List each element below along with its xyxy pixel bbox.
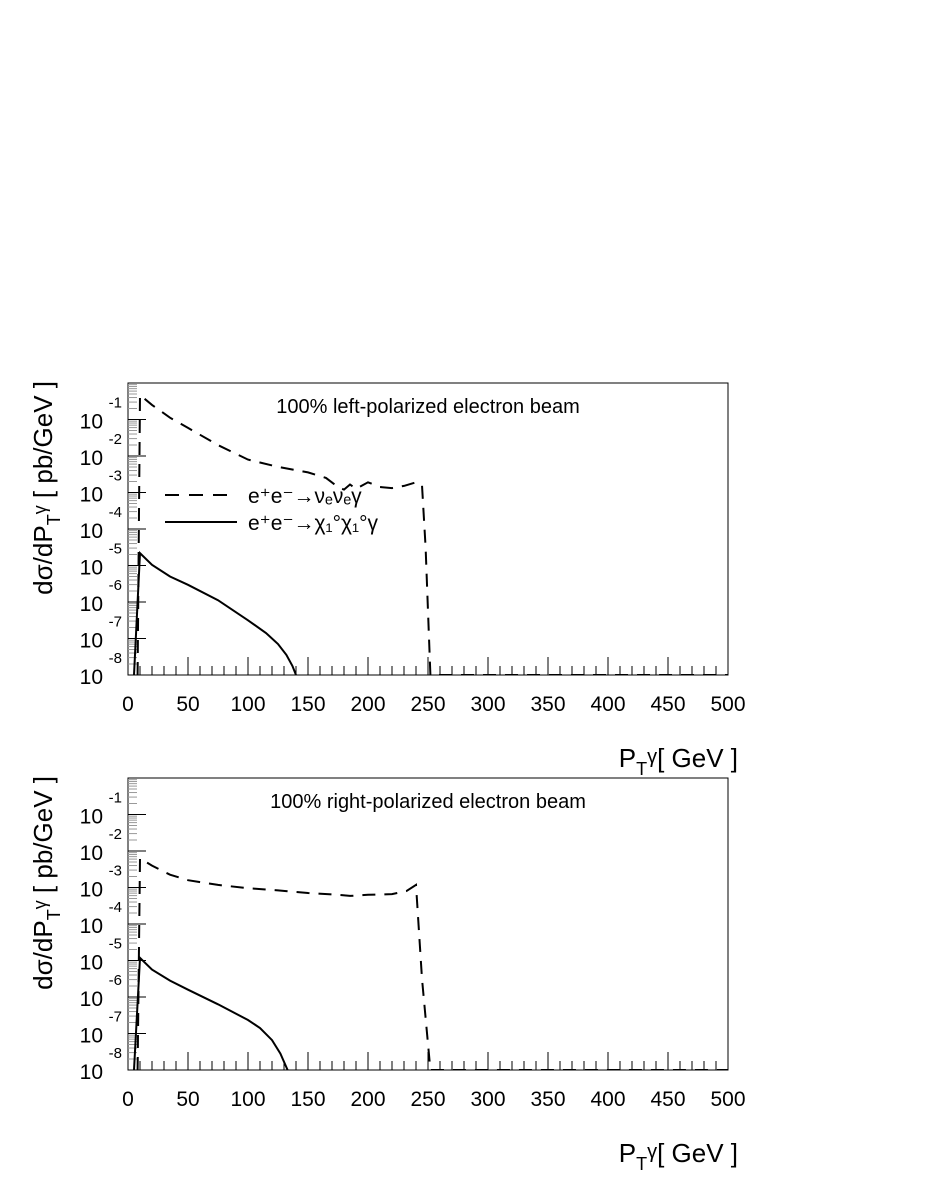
y-tick-label-exponent: -2 [109,431,122,448]
x-tick-label: 150 [290,693,325,716]
x-tick-label: 450 [650,1088,685,1111]
y-tick-label-base: 10 [80,952,103,975]
x-tick-label: 50 [176,1088,199,1111]
y-axis-label-unit: [ pb/GeV ] [28,381,58,505]
x-axis-label-sub: T [636,759,647,779]
x-tick-label: 100 [230,693,265,716]
x-axis-label-main: P [619,1138,636,1168]
x-tick-label: 350 [530,1088,565,1111]
y-tick-label-base: 10 [80,557,103,580]
x-tick-label: 300 [470,1088,505,1111]
x-tick-label: 450 [650,693,685,716]
y-axis-label-sup: γ [30,505,50,514]
y-axis-label: dσ/dPTγ [ pb/GeV ] [28,776,64,990]
y-tick-label-exponent: -5 [109,541,122,558]
x-tick-label: 250 [410,693,445,716]
series-line-nu-nu-gamma [136,856,728,1070]
x-tick-label: 0 [122,693,134,716]
y-tick-label-base: 10 [80,630,103,653]
x-tick-label: 500 [710,1088,745,1111]
x-tick-label: 150 [290,1088,325,1111]
chart-title: 100% left-polarized electron beam [276,396,580,418]
x-tick-label: 300 [470,693,505,716]
x-axis-label-unit: [ GeV ] [657,743,738,773]
x-tick-label: 250 [410,1088,445,1111]
y-tick-label-exponent: -7 [109,1009,122,1026]
y-tick-label-base: 10 [80,915,103,938]
y-axis-label-sup: γ [30,900,50,909]
legend-label: e⁺e⁻→νₑνₑγ [248,485,362,508]
y-tick-label-exponent: -8 [109,650,122,667]
x-axis-label-main: P [619,743,636,773]
y-tick-label-exponent: -1 [109,395,122,412]
y-axis-label-main: dσ/dP [28,525,58,595]
plot-frame [127,777,729,1071]
y-tick-label-exponent: -6 [109,577,122,594]
series-line-neutralino-gamma [133,550,297,675]
x-axis-label-sup: γ [647,1141,657,1163]
y-axis-label-sub: T [44,514,64,525]
y-tick-label-exponent: -3 [109,863,122,880]
x-tick-label: 200 [350,1088,385,1111]
series-line-nu-nu-gamma [136,392,728,675]
x-tick-label: 350 [530,693,565,716]
y-tick-label-exponent: -3 [109,468,122,485]
y-tick-label-exponent: -5 [109,936,122,953]
y-tick-label-base: 10 [80,806,103,829]
x-tick-label: 50 [176,693,199,716]
legend-label: e⁺e⁻→χ₁°χ₁°γ [248,512,379,535]
x-axis-label-sub: T [636,1154,647,1174]
x-axis-label: PTγ[ GeV ] [619,743,738,779]
y-tick-label-base: 10 [80,842,103,865]
y-tick-label-base: 10 [80,520,103,543]
x-axis-label-unit: [ GeV ] [657,1138,738,1168]
x-tick-label: 0 [122,1088,134,1111]
y-tick-label-exponent: -7 [109,614,122,631]
y-tick-label-exponent: -8 [109,1045,122,1062]
y-axis-label-main: dσ/dP [28,920,58,990]
y-tick-label-exponent: -6 [109,972,122,989]
y-axis-label: dσ/dPTγ [ pb/GeV ] [28,381,64,595]
chart-panel-1: 0 50 100 150 200 250 300 350 400 450 500 10 -1 10 -2 10… [28,381,746,779]
y-tick-label-exponent: -1 [109,790,122,807]
y-tick-label-base: 10 [80,988,103,1011]
y-tick-label-base: 10 [80,411,103,434]
y-tick-label-base: 10 [80,1025,103,1048]
y-tick-label-base: 10 [80,593,103,616]
x-axis-label-sup: γ [647,746,657,768]
y-tick-label-exponent: -4 [109,504,122,521]
y-tick-label-base: 10 [80,447,103,470]
y-axis-label-sub: T [44,909,64,920]
y-tick-label-base: 10 [80,879,103,902]
chart-panel-2: 0 50 100 150 200 250 300 350 400 450 500 10 -1 10 -2 10… [28,776,746,1174]
series-line-neutralino-gamma [133,955,289,1070]
y-axis-label-unit: [ pb/GeV ] [28,776,58,900]
x-tick-label: 400 [590,693,625,716]
x-tick-label: 100 [230,1088,265,1111]
y-tick-label-base: 10 [80,484,103,507]
y-tick-label-base: 10 [80,1061,103,1084]
x-tick-label: 400 [590,1088,625,1111]
x-axis-label: PTγ[ GeV ] [619,1138,738,1174]
chart-title: 100% right-polarized electron beam [270,791,586,813]
y-tick-label-base: 10 [80,666,103,689]
y-tick-label-exponent: -4 [109,899,122,916]
x-tick-label: 500 [710,693,745,716]
x-tick-label: 200 [350,693,385,716]
y-tick-label-exponent: -2 [109,826,122,843]
plot-frame [127,382,729,676]
